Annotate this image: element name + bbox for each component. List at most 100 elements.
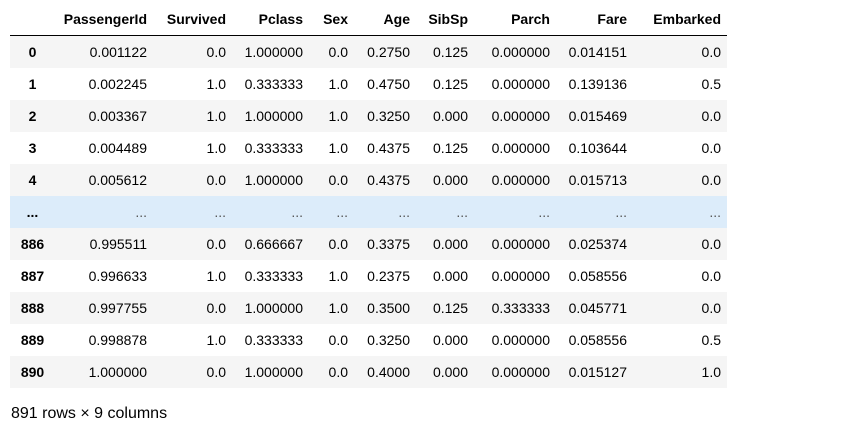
- index-header: [10, 3, 55, 36]
- table-cell: 0.0: [701, 140, 721, 156]
- table-cell: 0.0: [701, 108, 721, 124]
- table-row: 2 0.003367 1.0 1.000000 1.0 0.3250 0.000 0.0000…: [10, 100, 727, 132]
- table-cell: 0.997755: [88, 300, 147, 316]
- table-cell: 0.998878: [88, 332, 147, 348]
- table-cell: 0.0: [328, 44, 348, 60]
- table-cell: ...: [214, 204, 226, 220]
- table-cell: 0.025374: [568, 236, 627, 252]
- table-cell: 0.103644: [568, 140, 627, 156]
- table-cell: 0.0: [701, 300, 721, 316]
- table-cell: 1.0: [328, 140, 348, 156]
- table-cell: 1.0: [328, 108, 348, 124]
- table-cell: 0.4375: [367, 140, 410, 156]
- table-cell: 0.0: [206, 172, 226, 188]
- table-cell: 0.0: [206, 44, 226, 60]
- table-cell: 0.0: [701, 44, 721, 60]
- table-row: 890 1.000000 0.0 1.000000 0.0 0.4000 0.000 0.00…: [10, 356, 727, 388]
- table-cell: 0.0: [206, 364, 226, 380]
- column-header-fare: Fare: [556, 3, 633, 36]
- table-cell: 0.015713: [568, 172, 627, 188]
- row-index: 2: [28, 108, 37, 124]
- table-cell: 1.000000: [244, 172, 303, 188]
- table-cell: 0.0: [701, 172, 721, 188]
- table-cell: ...: [291, 204, 303, 220]
- table-cell: 0.000000: [491, 44, 550, 60]
- table-cell: 0.333333: [244, 76, 303, 92]
- table-cell: 0.058556: [568, 268, 627, 284]
- table-cell: 0.3375: [367, 236, 410, 252]
- table-row: ..............................: [10, 196, 727, 228]
- table-cell: 0.996633: [88, 268, 147, 284]
- table-cell: 0.0: [206, 236, 226, 252]
- table-cell: 0.000: [432, 332, 468, 348]
- table-cell: 0.2375: [367, 268, 410, 284]
- table-cell: 0.004489: [88, 140, 147, 156]
- table-cell: 0.3250: [367, 332, 410, 348]
- row-index: 887: [20, 268, 45, 284]
- table-cell: 0.333333: [244, 140, 303, 156]
- table-cell: 0.015469: [568, 108, 627, 124]
- table-cell: 0.4750: [367, 76, 410, 92]
- table-cell: 0.333333: [244, 332, 303, 348]
- dataframe-table: PassengerId Survived Pclass Sex Age SibS…: [10, 3, 727, 388]
- table-cell: 0.058556: [568, 332, 627, 348]
- table-cell: ...: [398, 204, 410, 220]
- table-row: 888 0.997755 0.0 1.000000 1.0 0.3500 0.125 0.33…: [10, 292, 727, 324]
- table-cell: 1.000000: [244, 300, 303, 316]
- column-header-sibsp: SibSp: [416, 3, 474, 36]
- table-cell: 0.015127: [568, 364, 627, 380]
- column-header-age: Age: [354, 3, 416, 36]
- table-cell: 0.002245: [88, 76, 147, 92]
- table-cell: 0.000000: [491, 172, 550, 188]
- table-cell: 1.0: [328, 76, 348, 92]
- table-cell: 0.001122: [89, 44, 147, 60]
- table-cell: 1.0: [206, 108, 226, 124]
- table-cell: 0.000: [432, 364, 468, 380]
- table-cell: 0.4375: [367, 172, 410, 188]
- table-cell: 0.000000: [491, 140, 550, 156]
- table-cell: 0.4000: [367, 364, 410, 380]
- table-cell: 0.139136: [568, 76, 627, 92]
- table-row: 1 0.002245 1.0 0.333333 1.0 0.4750 0.125 0.0000…: [10, 68, 727, 100]
- table-cell: 0.000000: [491, 76, 550, 92]
- table-cell: 0.014151: [568, 44, 627, 60]
- table-cell: 0.000000: [491, 108, 550, 124]
- row-index: 4: [28, 172, 37, 188]
- table-cell: 1.000000: [244, 44, 303, 60]
- column-header-survived: Survived: [153, 3, 232, 36]
- row-index: 889: [20, 332, 45, 348]
- table-cell: 0.0: [328, 364, 348, 380]
- table-cell: ...: [135, 204, 147, 220]
- table-cell: 1.0: [206, 332, 226, 348]
- column-header-parch: Parch: [474, 3, 556, 36]
- table-cell: 1.0: [328, 300, 348, 316]
- table-cell: ...: [336, 204, 348, 220]
- table-cell: 1.0: [206, 76, 226, 92]
- table-cell: 0.3250: [367, 108, 410, 124]
- table-cell: ...: [538, 204, 550, 220]
- column-header-passengerid: PassengerId: [55, 3, 153, 36]
- table-cell: 0.125: [432, 44, 468, 60]
- table-cell: 0.0: [328, 332, 348, 348]
- table-cell: 0.2750: [367, 44, 410, 60]
- table-row: 889 0.998878 1.0 0.333333 0.0 0.3250 0.000 0.00…: [10, 324, 727, 356]
- table-cell: 0.125: [432, 140, 468, 156]
- table-cell: 0.333333: [244, 268, 303, 284]
- table-header: PassengerId Survived Pclass Sex Age SibS…: [10, 3, 727, 36]
- table-cell: 0.000000: [491, 364, 550, 380]
- table-cell: 1.0: [701, 364, 721, 380]
- table-cell: 0.005612: [88, 172, 147, 188]
- table-cell: 0.125: [432, 76, 468, 92]
- table-cell: ...: [709, 204, 721, 220]
- row-index: 3: [28, 140, 37, 156]
- table-cell: 1.000000: [244, 364, 303, 380]
- table-cell: ...: [456, 204, 468, 220]
- table-cell: 0.000000: [491, 236, 550, 252]
- table-row: 3 0.004489 1.0 0.333333 1.0 0.4375 0.125 0.0000…: [10, 132, 727, 164]
- table-cell: 0.333333: [491, 300, 550, 316]
- table-cell: 0.3500: [367, 300, 410, 316]
- table-cell: 0.000: [432, 172, 468, 188]
- table-cell: 0.0: [701, 236, 721, 252]
- table-cell: 0.0: [328, 172, 348, 188]
- table-cell: 0.045771: [568, 300, 627, 316]
